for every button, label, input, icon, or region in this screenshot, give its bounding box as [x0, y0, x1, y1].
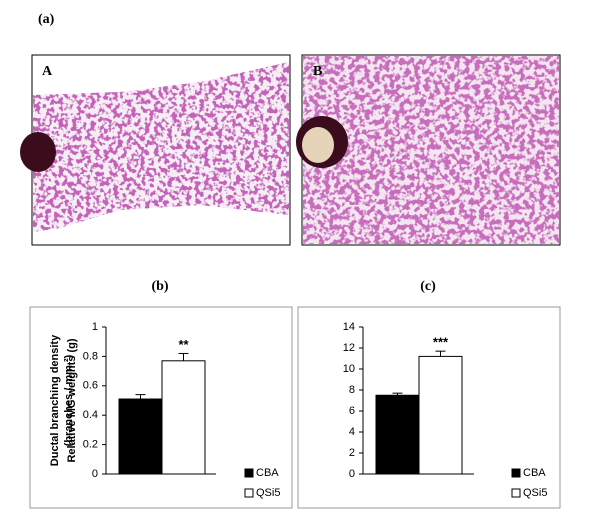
y-tick-label: 0	[92, 468, 98, 480]
y-tick-label: 0	[349, 468, 355, 480]
legend-label: QSi5	[256, 487, 280, 499]
y-tick-label: 2	[349, 447, 355, 459]
y-tick-label: 0.6	[83, 380, 98, 392]
image-label: B	[313, 64, 322, 79]
legend-label: CBA	[256, 467, 279, 479]
legend-swatch	[511, 488, 521, 498]
legend-swatch	[244, 488, 254, 498]
legend-label: QSi5	[523, 487, 547, 499]
image-a: A	[20, 54, 291, 246]
bar	[161, 360, 206, 475]
legend-swatch	[244, 468, 254, 478]
y-tick-label: 6	[349, 405, 355, 417]
y-tick-label: 0.8	[83, 350, 98, 362]
y-tick-label: 0.4	[83, 409, 98, 421]
y-axis-label: Ductal branching density	[49, 334, 61, 466]
annotation: ***	[433, 335, 449, 350]
y-tick-label: 1	[92, 321, 98, 333]
error-bar	[392, 392, 403, 396]
chart-frame	[29, 306, 293, 509]
y-tick-label: 12	[343, 342, 355, 354]
error-bar	[435, 350, 446, 357]
y-tick-label: 14	[343, 321, 355, 333]
y-tick-label: 8	[349, 384, 355, 396]
image-label: A	[42, 64, 53, 79]
y-axis-label: (branches / mm ²)	[63, 354, 75, 446]
y-tick-label: 0.2	[83, 439, 98, 451]
annotation: **	[178, 337, 189, 352]
chart-frame	[297, 306, 561, 509]
image-b: B	[296, 54, 561, 246]
chart-title: (c)	[420, 279, 436, 294]
legend-swatch	[511, 468, 521, 478]
chart-title: (b)	[151, 279, 168, 294]
legend-label: CBA	[523, 467, 546, 479]
panel-label: (a)	[38, 12, 55, 27]
bar	[418, 355, 463, 475]
error-bar	[135, 394, 146, 400]
y-tick-label: 4	[349, 426, 355, 438]
bar	[375, 394, 420, 475]
error-bar	[178, 352, 189, 361]
bar	[118, 398, 163, 475]
y-tick-label: 10	[343, 363, 355, 375]
y-axis-label: Relative MG weights (g)	[66, 338, 78, 462]
